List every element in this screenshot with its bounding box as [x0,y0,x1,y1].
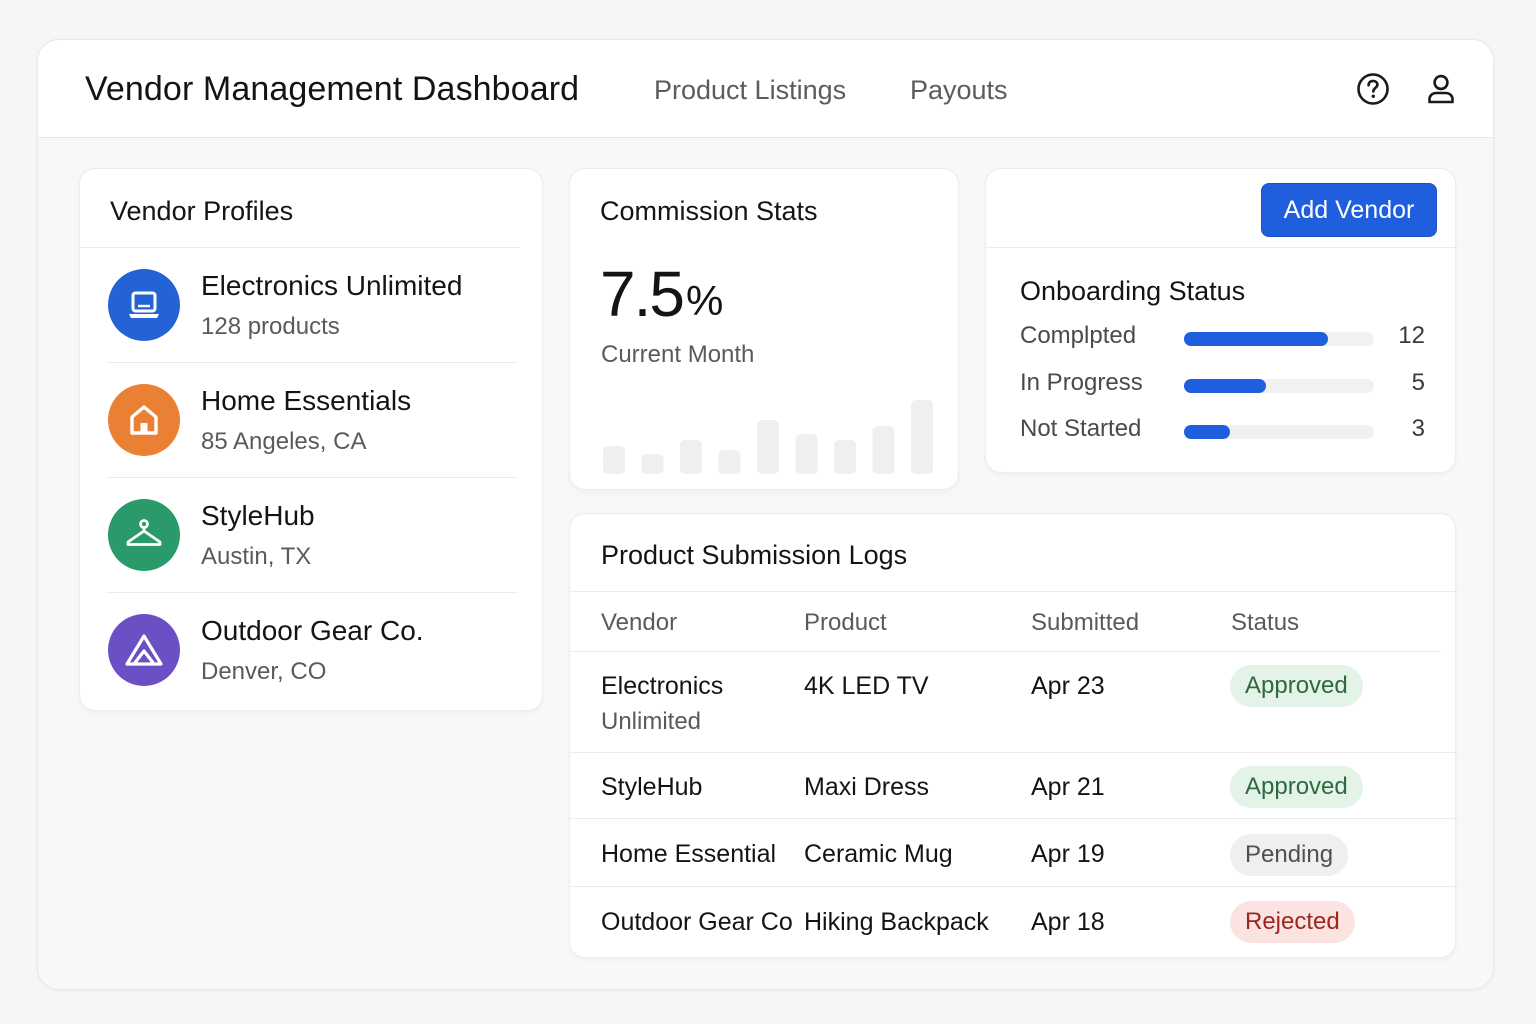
commission-sparkline [603,400,933,474]
top-bar: Vendor Management Dashboard Product List… [38,40,1493,138]
onboarding-label: Not Started [1020,415,1142,442]
vendor-name: Outdoor Gear Co. [201,615,424,646]
cell-submitted: Apr 19 [1031,840,1105,868]
commission-period: Current Month [601,341,755,368]
hanger-icon [108,499,180,571]
vendor-item[interactable]: Outdoor Gear Co. Denver, CO [80,592,542,707]
vendor-detail: Denver, CO [201,658,327,685]
app-window: Vendor Management Dashboard Product List… [37,39,1494,990]
vendor-item[interactable]: Electronics Unlimited 128 products [80,247,542,362]
sparkline-bar [872,426,895,474]
status-badge: Approved [1230,665,1363,707]
sparkline-bar [641,454,664,474]
sparkline-bar [757,420,779,474]
divider [106,477,518,478]
onboarding-title: Onboarding Status [1020,276,1246,306]
divider [570,651,1441,652]
divider [570,591,1457,592]
divider [570,886,1457,887]
sparkline-bar [834,440,856,474]
progress-fill [1184,332,1329,346]
column-header-product[interactable]: Product [804,609,887,636]
onboarding-label: In Progress [1020,369,1143,396]
progress-fill [1184,425,1230,439]
divider [986,247,1457,248]
laptop-icon [108,269,180,341]
vendor-name: Electronics Unlimited [201,270,463,301]
cell-product: Hiking Backpack [804,908,989,936]
cell-product: 4K LED TV [804,672,929,700]
status-badge: Rejected [1230,901,1355,943]
sparkline-bar [911,400,933,474]
sparkline-bar [603,446,625,474]
onboarding-label: Complpted [1020,322,1137,349]
onboarding-row: Complpted 12 [986,318,1455,358]
nav-product-listings[interactable]: Product Listings [654,75,847,105]
sparkline-bar [680,440,702,474]
progress-track [1184,425,1374,439]
vendor-profiles-card: Vendor Profiles Electronics Unlimited 12… [79,168,543,711]
cell-submitted: Apr 18 [1031,908,1105,936]
page-title: Vendor Management Dashboard [85,70,580,108]
divider [106,362,518,363]
submission-logs-card: Product Submission Logs Vendor Product S… [569,513,1457,958]
add-vendor-button[interactable]: Add Vendor [1261,183,1437,237]
column-header-vendor[interactable]: Vendor [601,609,678,636]
cell-vendor: StyleHub [601,773,703,801]
cell-vendor-line2: Unlimited [601,708,702,735]
sparkline-bar [795,434,818,474]
onboarding-card: Add Vendor Onboarding Status Complpted 1… [985,168,1457,473]
mountain-icon [108,614,180,686]
cell-submitted: Apr 21 [1031,773,1105,801]
divider [570,818,1457,819]
onboarding-row: Not Started 3 [986,411,1455,451]
vendor-item[interactable]: StyleHub Austin, TX [80,477,542,592]
cell-vendor: Outdoor Gear Co [601,908,793,936]
home-icon [108,384,180,456]
onboarding-count: 5 [1411,369,1425,396]
cell-product: Ceramic Mug [804,840,953,868]
help-icon[interactable] [1355,71,1391,107]
onboarding-row: In Progress 5 [986,365,1455,405]
cell-vendor: Home Essential [601,840,777,868]
vendor-name: StyleHub [201,500,315,531]
status-badge: Approved [1230,766,1363,808]
commission-unit: % [686,277,724,324]
vendor-detail: Austin, TX [201,543,312,570]
cell-submitted: Apr 23 [1031,672,1105,700]
status-badge: Pending [1230,834,1349,876]
commission-value: 7.5 [600,258,685,330]
progress-track [1184,332,1374,346]
column-header-submitted[interactable]: Submitted [1031,609,1140,636]
cell-product: Maxi Dress [804,773,930,801]
vendor-item[interactable]: Home Essentials 85 Angeles, CA [80,362,542,477]
divider [106,592,518,593]
user-icon[interactable] [1423,71,1459,107]
divider [570,752,1457,753]
sparkline-bar [718,450,741,474]
vendor-detail: 128 products [201,313,340,340]
logs-title: Product Submission Logs [601,540,908,570]
commission-title: Commission Stats [600,196,818,226]
onboarding-count: 12 [1398,322,1425,349]
commission-stats-card: Commission Stats 7.5 % Current Month [569,168,959,490]
progress-fill [1184,379,1266,393]
cell-vendor: Electronics [601,672,724,700]
column-header-status[interactable]: Status [1231,609,1300,636]
vendor-profiles-title: Vendor Profiles [110,196,294,226]
progress-track [1184,379,1374,393]
vendor-name: Home Essentials [201,385,412,416]
vendor-detail: 85 Angeles, CA [201,428,367,455]
onboarding-count: 3 [1411,415,1425,442]
nav-payouts[interactable]: Payouts [910,75,1008,105]
divider [80,247,520,248]
